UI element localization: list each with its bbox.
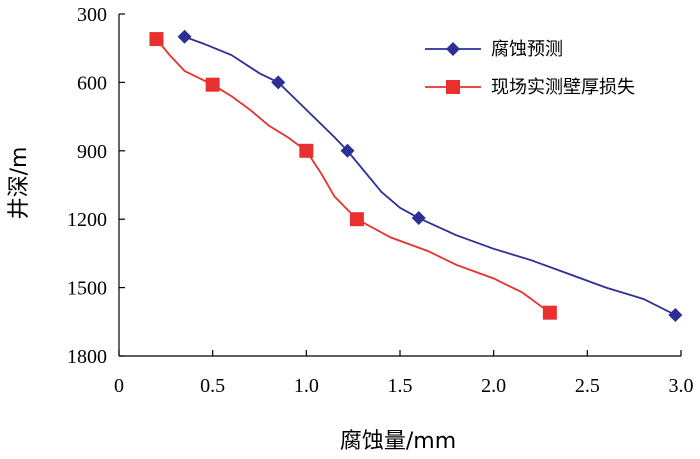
series-1 (177, 29, 683, 322)
data-point (340, 143, 355, 158)
data-point (542, 305, 557, 320)
legend-marker (446, 80, 460, 94)
data-point (668, 307, 683, 322)
y-tick-label: 900 (77, 141, 107, 163)
x-tick-label: 0 (114, 375, 124, 397)
data-point (349, 212, 364, 227)
x-axis-title: 腐蚀量/mm (340, 429, 456, 454)
y-tick-label: 600 (77, 72, 107, 94)
data-point (149, 32, 164, 47)
y-tick-label: 1500 (67, 278, 107, 300)
y-tick-label: 1800 (67, 346, 107, 368)
data-point (299, 143, 314, 158)
series-line (184, 35, 676, 316)
legend-label: 腐蚀预测 (491, 39, 563, 60)
legend-marker (446, 42, 460, 56)
data-point (177, 29, 192, 44)
data-point (271, 75, 286, 90)
x-tick-label: 1.0 (294, 375, 319, 397)
y-tick-label: 1200 (67, 209, 107, 231)
series-layer (149, 29, 683, 322)
y-axis-title: 井深/m (7, 147, 32, 220)
series-2 (149, 32, 557, 320)
legend-label: 现场实测壁厚损失 (491, 77, 635, 98)
x-tick-label: 0.5 (200, 375, 225, 397)
x-tick-label: 2.5 (575, 375, 600, 397)
x-tick-label: 2.0 (481, 375, 506, 397)
data-point (205, 77, 220, 92)
data-point (411, 211, 426, 226)
axes: 300 600 900 1200 1500 1800 0 0.5 1.0 1.5 2.0 2.5 3.0 (67, 4, 694, 397)
x-tick-label: 3.0 (669, 375, 694, 397)
x-tick-label: 1.5 (388, 375, 413, 397)
y-tick-label: 300 (77, 4, 107, 26)
